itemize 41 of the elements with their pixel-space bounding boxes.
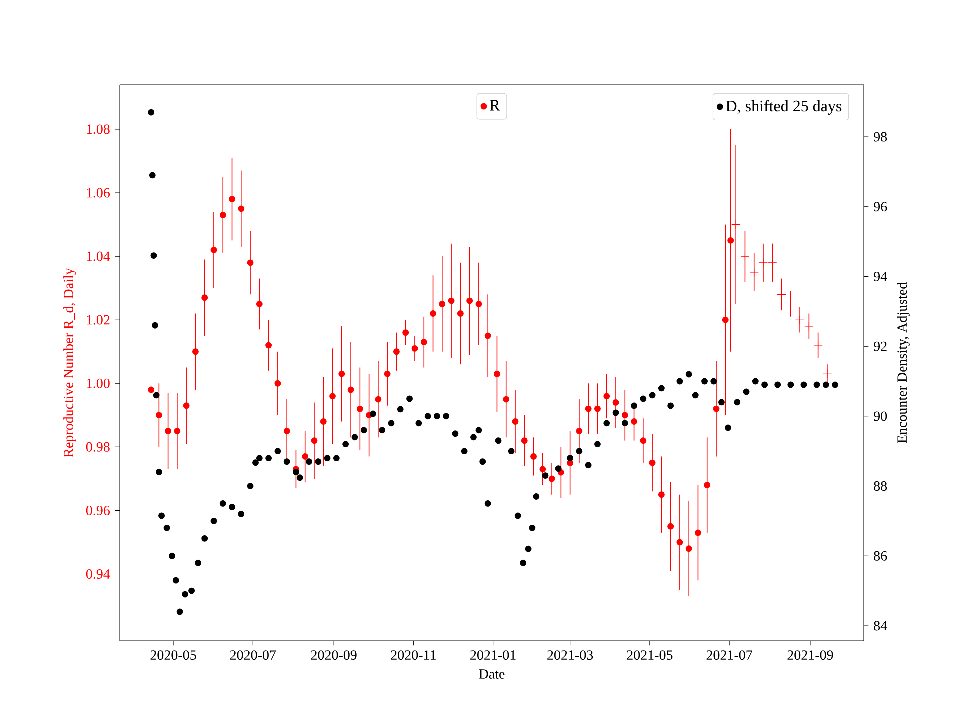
x-tick-label: 2021-07 bbox=[706, 650, 752, 660]
legend-label: D, shifted 25 days bbox=[726, 100, 842, 115]
point bbox=[732, 220, 741, 230]
y-axis-title: Reproductive Number R_d, Daily bbox=[64, 268, 76, 458]
y-tick-label: 1.04 bbox=[87, 252, 110, 262]
legend-label: R bbox=[490, 100, 500, 111]
y2-tick-label: 94 bbox=[874, 272, 888, 282]
x-axis-title: Date bbox=[479, 670, 505, 679]
x-tick-label: 2020-11 bbox=[391, 650, 436, 660]
x-tick-label: 2020-07 bbox=[230, 650, 276, 660]
point bbox=[786, 300, 796, 309]
y-tick-label: 1.06 bbox=[87, 188, 110, 198]
x-tick-label: 2020-09 bbox=[311, 650, 357, 660]
point bbox=[804, 322, 814, 331]
point bbox=[777, 290, 786, 300]
point bbox=[740, 252, 750, 262]
x-tick-label: 2021-05 bbox=[627, 650, 673, 660]
y2-tick-label: 88 bbox=[874, 482, 888, 491]
y2-tick-label: 90 bbox=[874, 412, 888, 422]
y-tick-label: 0.98 bbox=[86, 442, 110, 452]
y2-tick-label: 86 bbox=[874, 551, 888, 561]
y2-tick-label: 96 bbox=[874, 202, 888, 212]
x-tick-label: 2021-03 bbox=[548, 650, 594, 660]
y2-tick-label: 92 bbox=[874, 342, 887, 352]
y-tick-label: 1.08 bbox=[87, 124, 110, 134]
y2-tick-label: 84 bbox=[874, 621, 888, 631]
y-tick-label: 1.02 bbox=[87, 315, 110, 325]
point bbox=[822, 370, 832, 379]
y-tick-label: 1.00 bbox=[87, 378, 110, 388]
x-tick-label: 2021-09 bbox=[788, 650, 834, 660]
y2-tick-label: 98 bbox=[874, 132, 888, 142]
point bbox=[758, 258, 768, 268]
x-tick-label: 2020-05 bbox=[150, 650, 196, 660]
point bbox=[750, 268, 759, 277]
point bbox=[814, 340, 823, 350]
y-tick-label: 0.96 bbox=[86, 506, 110, 516]
x-tick-label: 2021-01 bbox=[470, 650, 516, 660]
y2-axis-title: Encounter Density, Adjusted bbox=[897, 282, 910, 444]
point bbox=[796, 316, 805, 325]
y-tick-label: 0.94 bbox=[86, 570, 110, 580]
point bbox=[768, 258, 778, 268]
